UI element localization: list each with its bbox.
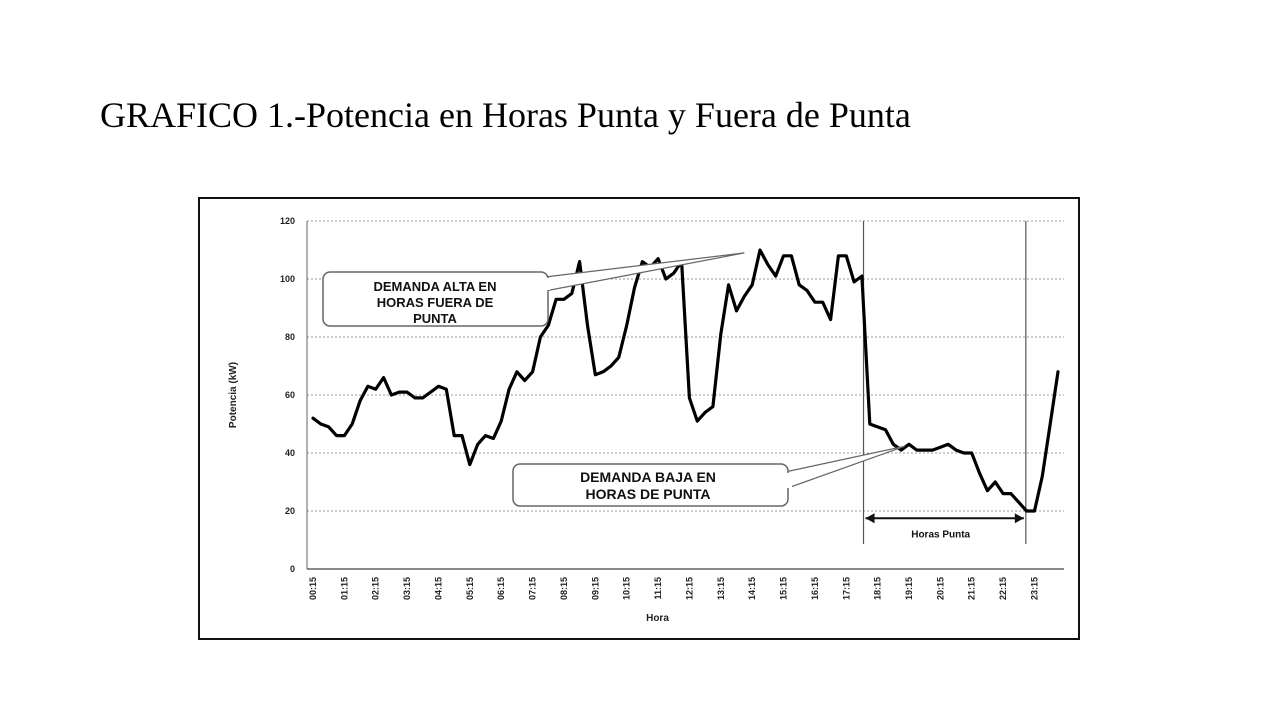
- x-tick-label: 04:15: [433, 577, 443, 600]
- y-tick-label: 80: [285, 332, 295, 342]
- peak-span-arrowhead-right: [1014, 513, 1024, 524]
- y-tick-label: 40: [285, 448, 295, 458]
- x-tick-label: 16:15: [810, 577, 820, 600]
- callout-high-box: [322, 271, 549, 327]
- x-tick-labels: 00:15 01:15 02:15 03:15 04:15 05:15 06:15 07:15…: [308, 577, 1039, 600]
- x-tick-label: 17:15: [841, 577, 851, 600]
- y-tick-labels: 0 20 40 60 80 100 120: [280, 216, 295, 574]
- y-tick-label: 60: [285, 390, 295, 400]
- axes: [306, 221, 1064, 570]
- x-axis-title: Hora: [646, 613, 669, 624]
- y-tick-label: 20: [285, 506, 295, 516]
- callout-low-text: HORAS DE PUNTA: [586, 486, 711, 502]
- callout-low-text: DEMANDA BAJA EN: [580, 469, 716, 485]
- x-tick-label: 13:15: [716, 577, 726, 600]
- x-tick-label: 06:15: [496, 577, 506, 600]
- x-tick-label: 07:15: [528, 577, 538, 600]
- x-tick-label: 12:15: [684, 577, 694, 600]
- y-tick-label: 0: [290, 564, 295, 574]
- callout-high-text: PUNTA: [413, 311, 457, 326]
- slide-title: GRAFICO 1.-Potencia en Horas Punta y Fue…: [100, 95, 911, 135]
- peak-span-annotation: Horas Punta: [865, 513, 1024, 540]
- x-tick-label: 00:15: [308, 577, 318, 600]
- x-tick-label: 08:15: [559, 577, 569, 600]
- x-tick-label: 14:15: [747, 577, 757, 600]
- y-axis-title: Potencia (kW): [228, 362, 239, 428]
- callout-high-seam: [540, 278, 550, 290]
- callout-low-seam: [780, 473, 792, 488]
- peak-boundary-lines: [862, 221, 1027, 544]
- x-tick-label: 10:15: [622, 577, 632, 600]
- x-tick-label: 15:15: [779, 577, 789, 600]
- peak-span-arrowhead-left: [865, 513, 875, 524]
- x-tick-label: 01:15: [339, 577, 349, 600]
- callout-high-text: HORAS FUERA DE: [377, 295, 494, 310]
- x-tick-label: 19:15: [904, 577, 914, 600]
- peak-span-label: Horas Punta: [911, 529, 970, 540]
- x-tick-label: 09:15: [590, 577, 600, 600]
- x-tick-label: 23:15: [1029, 577, 1039, 600]
- x-tick-label: 18:15: [873, 577, 883, 600]
- callout-high-pointer: [544, 252, 745, 292]
- callout-high-text: DEMANDA ALTA EN: [373, 279, 496, 294]
- x-tick-label: 21:15: [967, 577, 977, 600]
- x-tick-label: 11:15: [653, 577, 663, 600]
- x-tick-label: 02:15: [371, 577, 381, 600]
- x-tick-label: 05:15: [465, 577, 475, 600]
- x-tick-label: 03:15: [402, 577, 412, 600]
- line-chart: 0 20 40 60 80 100 120 00:15 01:15 02:15 03:15 04:1…: [228, 216, 1064, 624]
- y-tick-label: 120: [280, 216, 295, 226]
- chart-frame: 0 20 40 60 80 100 120 00:15 01:15 02:15 03:15 04:1…: [198, 197, 1080, 640]
- x-tick-label: 20:15: [935, 577, 945, 600]
- series-line: [311, 248, 1060, 513]
- series-lines: [311, 248, 1060, 513]
- y-tick-label: 100: [280, 274, 295, 284]
- x-tick-label: 22:15: [998, 577, 1008, 600]
